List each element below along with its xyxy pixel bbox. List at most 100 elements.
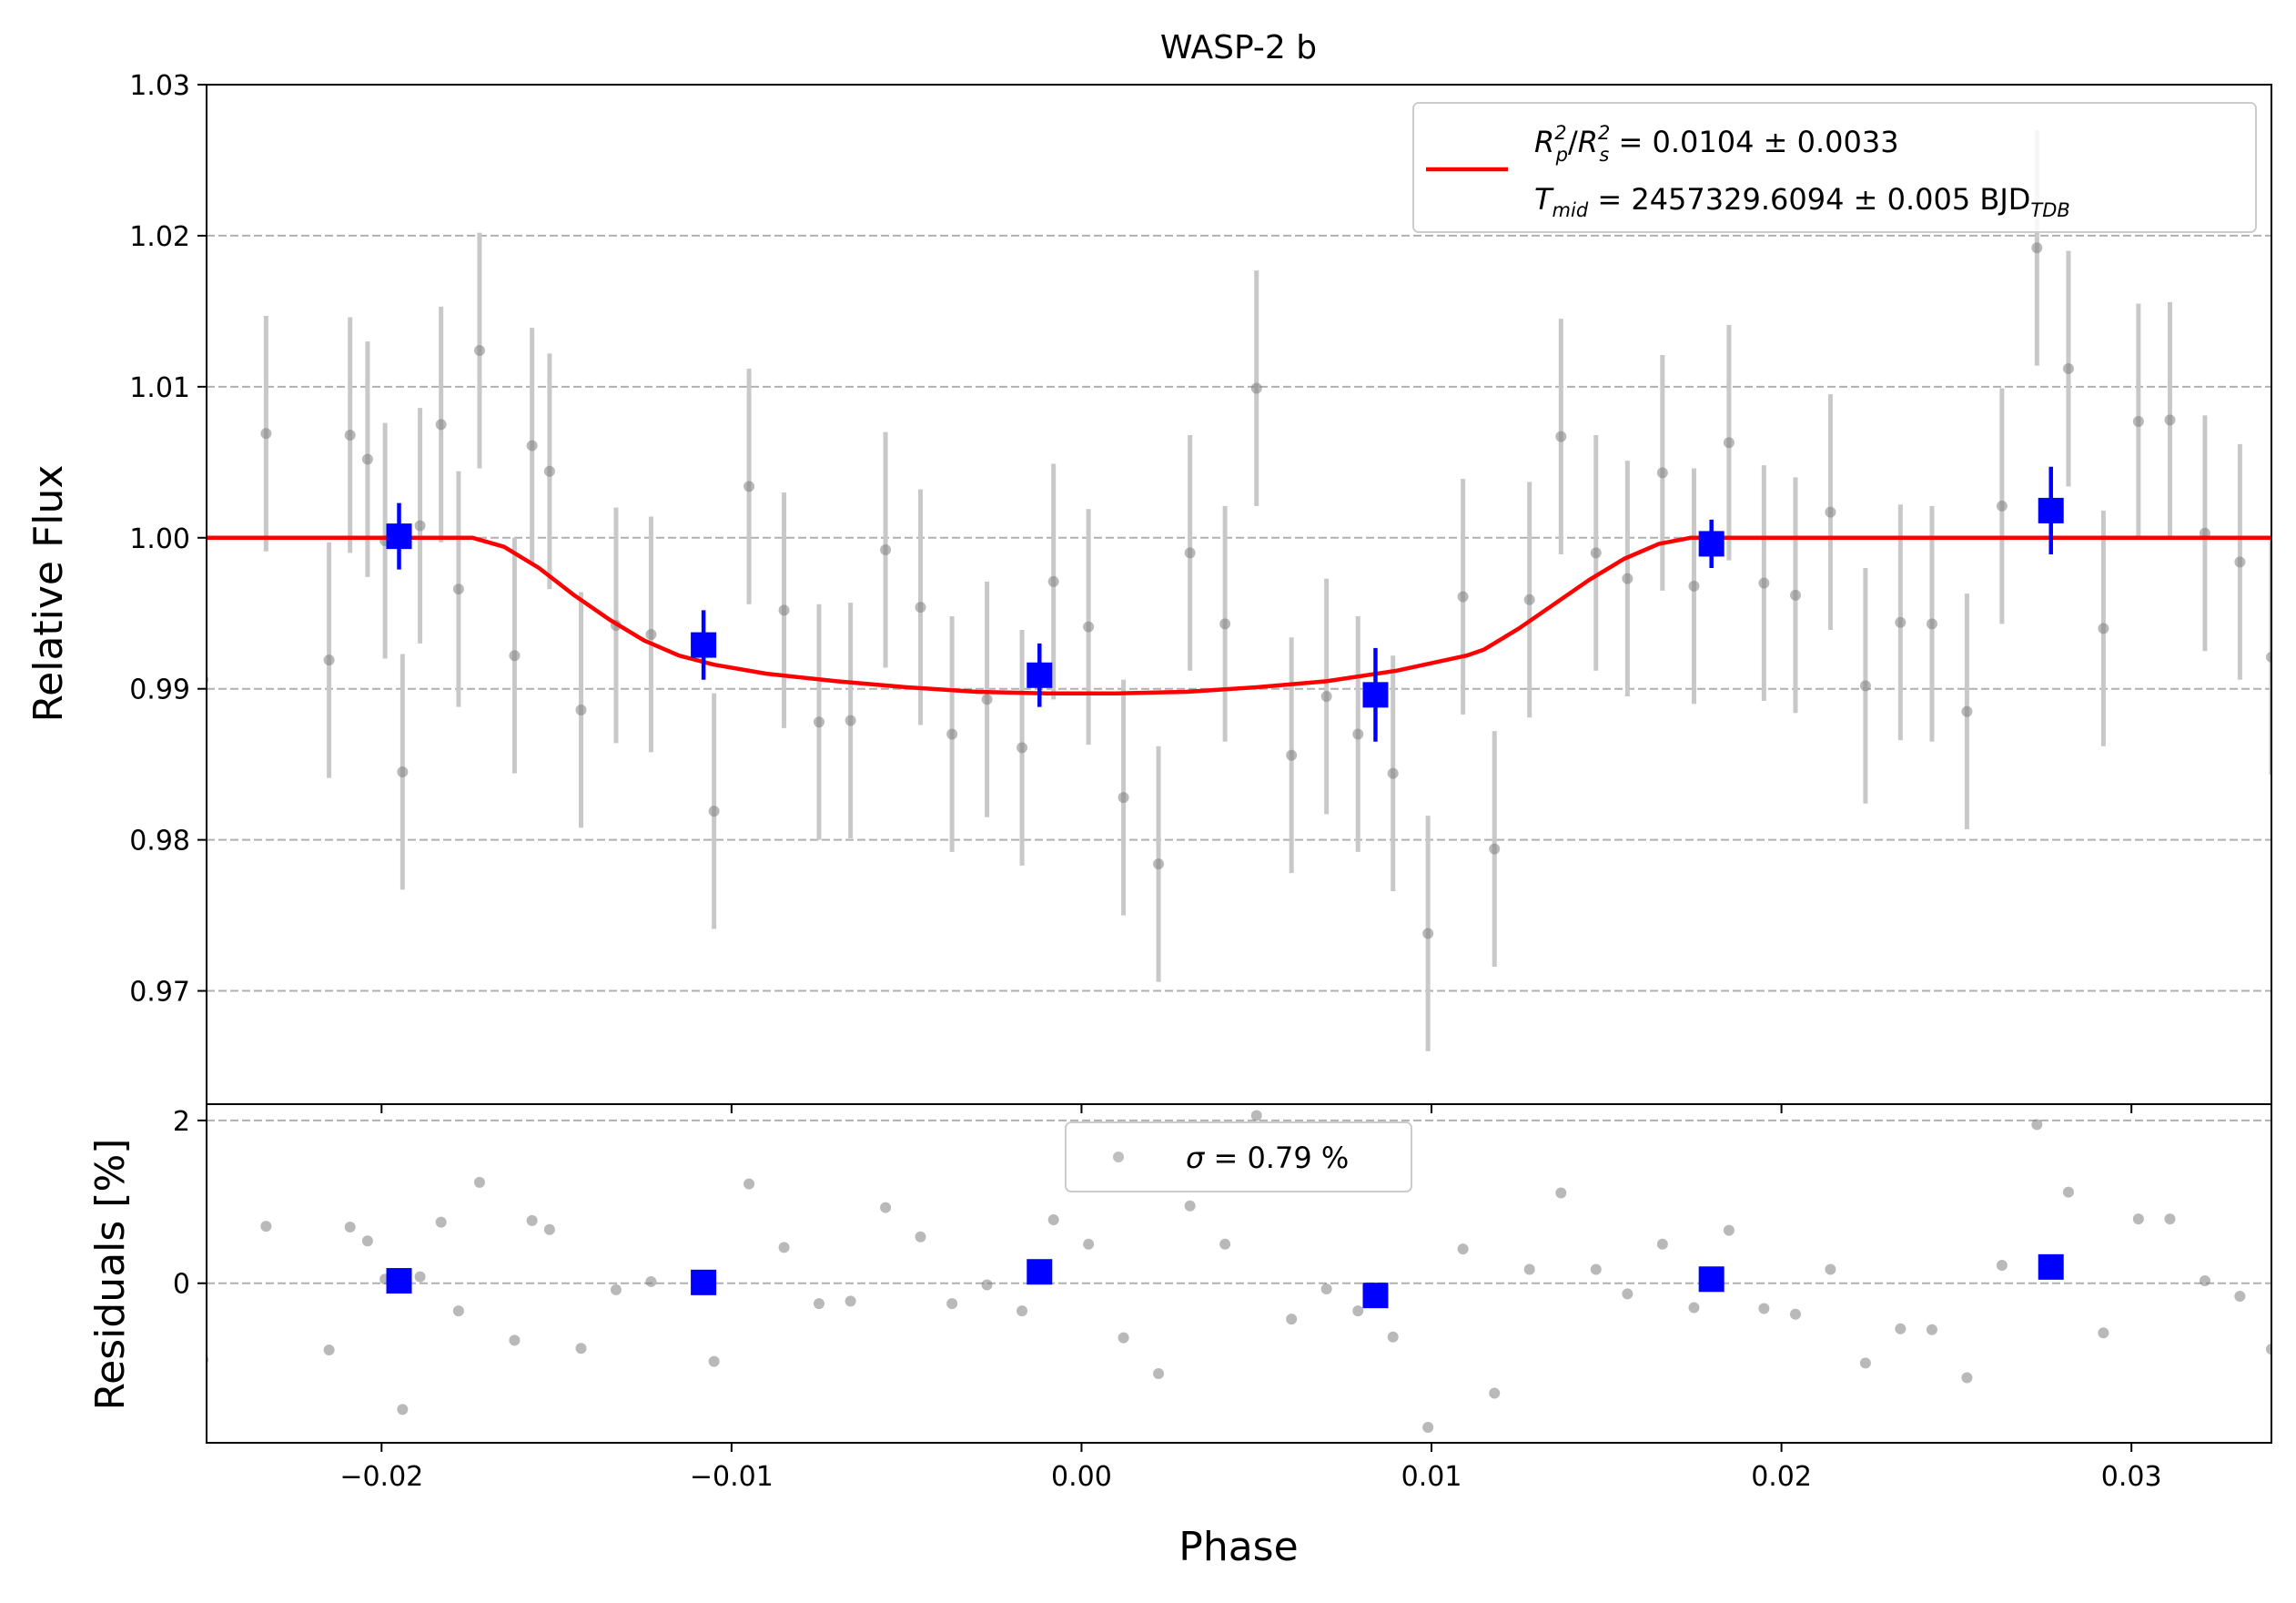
flux-data-point [1250,382,1262,394]
flux-data-point [1961,705,1973,717]
flux-data-point [575,704,587,715]
residual-data-point [2266,1344,2271,1355]
flux-data-point [1825,506,1836,518]
residual-data-point [1017,1305,1028,1317]
flux-data-point [2098,623,2109,634]
residual-data-point [708,1355,720,1367]
residual-data-point [1422,1422,1434,1434]
residual-data-point [1859,1357,1871,1369]
residual-x-ticks: −0.02 −0.01 0.00 0.01 0.02 0.03 [339,1443,2162,1493]
flux-data-point [845,715,856,726]
flux-data-point [2062,362,2074,374]
legend-sigma-label: σ = 0.79 % [1186,1141,1349,1175]
residual-axes-frame [206,1103,2272,1444]
residual-binned-points [386,1253,2064,1309]
flux-data-point [2234,556,2246,568]
flux-data-point [414,520,426,532]
flux-data-point [260,428,272,440]
residual-data-point [1219,1238,1231,1250]
flux-data-point [1457,591,1469,603]
residual-y-tick-label: 2 [173,1106,190,1138]
residual-data-point [1047,1213,1059,1225]
flux-data-point [1422,928,1434,939]
residual-data-point [543,1223,555,1235]
residual-binned-point [2038,1253,2064,1280]
residual-data-point [1656,1238,1668,1250]
flux-data-point [1758,577,1770,589]
residual-legend-box [1065,1121,1412,1192]
residual-data-point [435,1216,447,1228]
residual-data-point [526,1214,538,1226]
flux-data-point [397,766,409,777]
flux-data-point [1926,618,1937,630]
flux-data-point [1352,728,1364,740]
residual-data-point [1926,1324,1937,1335]
flux-data-point [473,345,485,357]
residual-data-point [814,1298,825,1310]
flux-data-point [880,544,892,556]
flux-data-point [344,429,356,441]
flux-data-point [1622,573,1633,584]
residual-data-point [260,1221,272,1233]
residual-data-point [1825,1263,1836,1275]
flux-data-point [435,419,447,431]
flux-data-point [1286,749,1298,761]
flux-data-points [207,242,2271,939]
residual-y-ticks: 02 [173,1106,207,1301]
flux-data-point [1184,547,1196,559]
flux-x-ticks [380,1104,2133,1113]
residual-data-point [946,1298,958,1310]
flux-data-point [2164,414,2176,426]
x-tick-label: 0.03 [2101,1461,2162,1493]
flux-data-point [2266,651,2271,663]
residual-binned-point [691,1269,717,1295]
residual-binned-point [1362,1283,1389,1309]
flux-data-point [1789,589,1801,601]
x-tick-label: 0.01 [1401,1461,1462,1493]
flux-data-point [2132,416,2144,428]
transit-model-line [207,535,2271,695]
flux-data-point [814,716,825,728]
flux-binned-points [386,466,2064,742]
flux-legend: R2 p/R2 s = 0.0104 ± 0.0033 Tmid = 2457329… [1412,102,2257,233]
flux-y-tick-label: 1.03 [129,70,190,102]
flux-data-point [1320,691,1332,702]
residual-data-point [2132,1213,2144,1225]
flux-binned-point [1027,662,1053,688]
residual-data-point [509,1334,521,1346]
flux-data-point [743,481,755,492]
x-tick-label: −0.01 [690,1461,774,1493]
legend-depth-label: R2 p/R2 s = 0.0104 ± 0.0033 [1534,122,1899,166]
legend-tmid-label: Tmid = 2457329.6094 ± 0.005 BJDTDB [1534,182,2070,221]
flux-data-point [452,583,464,595]
y-axis-label-flux: Relative Flux [25,465,72,723]
residual-data-point [1758,1303,1770,1314]
residual-data-point [2098,1327,2109,1339]
residual-data-point [2164,1213,2176,1225]
legend-residual-swatch [1113,1152,1124,1162]
residual-data-point [397,1404,409,1415]
flux-data-point [323,654,335,666]
flux-data-point [543,465,555,477]
x-tick-label: 0.02 [1751,1461,1812,1493]
residual-data-point [1320,1283,1332,1294]
flux-data-point [1895,616,1907,628]
flux-data-point [1118,792,1129,804]
flux-data-point [1083,621,1095,633]
flux-y-tick-label: 1.00 [129,523,190,555]
chart-title: WASP-2 b [1160,29,1317,66]
residual-binned-point [386,1268,412,1294]
residual-data-point [1153,1367,1165,1379]
flux-binned-point [691,632,717,658]
flux-data-point [1523,594,1535,605]
x-tick-label: 0.00 [1051,1461,1112,1493]
x-axis-label: Phase [1178,1524,1298,1570]
flux-data-point [1859,680,1871,692]
flux-data-point [645,628,657,640]
flux-y-tick-label: 0.97 [129,977,190,1009]
residual-data-point [1489,1387,1501,1399]
flux-data-point [361,453,373,465]
flux-data-point [1656,467,1668,479]
